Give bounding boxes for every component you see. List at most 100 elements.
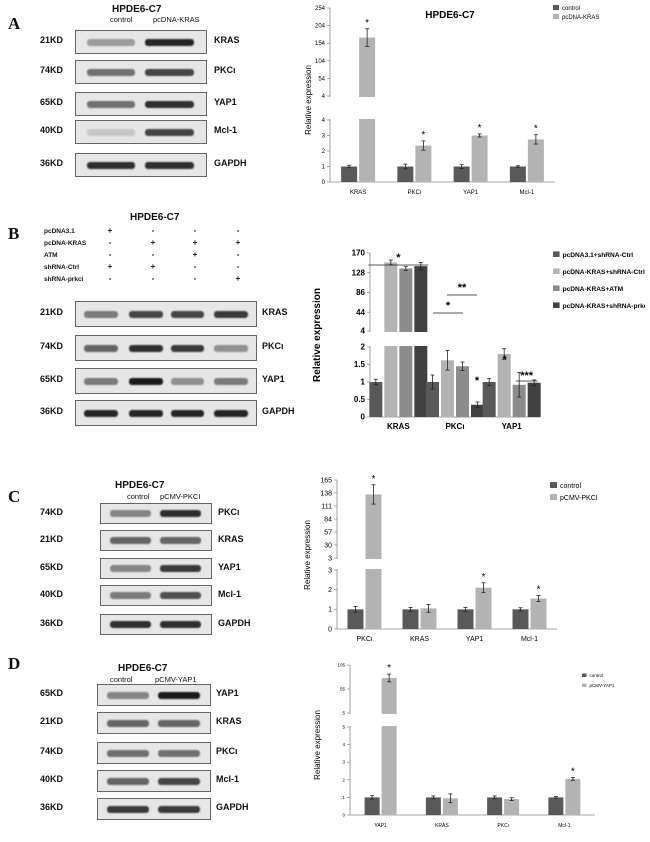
- y-tick-label: 0.5: [354, 395, 366, 404]
- protein-band: [170, 409, 205, 417]
- treatment-sign: -: [236, 262, 240, 271]
- y-tick-label: 128: [352, 268, 366, 277]
- protein-band: [86, 100, 136, 108]
- lane-label: control: [110, 675, 133, 684]
- significance-marker: *: [534, 124, 538, 135]
- blot-strip: [75, 120, 207, 144]
- protein-band: [110, 621, 152, 628]
- x-tick-label: YAP1: [466, 636, 483, 643]
- bar: [457, 609, 474, 629]
- protein-band: [129, 344, 164, 352]
- panel-letter-d: D: [8, 654, 21, 673]
- y-tick-label: 3: [328, 555, 332, 562]
- bar: [420, 608, 437, 629]
- y-tick-label: 1.5: [354, 360, 366, 369]
- molecular-weight-label: 74KD: [40, 65, 64, 75]
- protein-band: [110, 537, 152, 544]
- blot-title: HPDE6-C7: [112, 4, 162, 15]
- axis-break: [326, 97, 557, 119]
- bar: [548, 797, 564, 815]
- treatment-label: pcDNA-KRAS: [44, 240, 87, 247]
- protein-band: [157, 777, 200, 785]
- bar: [425, 797, 441, 815]
- x-tick-label: YAP1: [463, 190, 479, 196]
- blot-title: HPDE6-C7: [115, 480, 165, 491]
- y-tick-label: 5: [342, 711, 345, 716]
- protein-label: GAPDH: [216, 802, 249, 812]
- x-tick-label: KRAS: [435, 823, 449, 829]
- y-tick-label: 4: [322, 118, 326, 124]
- blot-strip: [100, 614, 212, 635]
- axis-break: [366, 332, 542, 346]
- treatment-sign: +: [107, 226, 113, 235]
- blot-strip: [100, 530, 212, 551]
- significance-marker: *: [387, 663, 391, 674]
- protein-label: KRAS: [262, 307, 288, 317]
- molecular-weight-label: 74KD: [40, 341, 64, 351]
- chart-title: HPDE6-C7: [425, 10, 475, 21]
- protein-band: [107, 691, 150, 699]
- protein-band: [159, 621, 201, 628]
- y-tick-label: 2: [328, 587, 332, 594]
- significance-marker: *: [396, 252, 401, 264]
- bar: [475, 587, 492, 629]
- protein-band: [159, 565, 201, 572]
- legend-swatch: [553, 251, 560, 257]
- x-tick-label: KRAS: [350, 190, 366, 196]
- molecular-weight-label: 40KD: [40, 774, 64, 784]
- bar-chart-panel-a: 0 1 2 3 4 4 54 104 154 204 254 Relative expression H…: [304, 5, 599, 196]
- treatment-label: shRNA-prkci: [44, 276, 84, 283]
- legend-swatch: [553, 302, 560, 308]
- bar: [453, 166, 470, 182]
- blot-strip: [75, 301, 257, 327]
- blot-strip: [75, 92, 207, 116]
- bar: [504, 799, 520, 815]
- x-tick-label: PKCι: [357, 636, 373, 643]
- axis-break: [333, 559, 559, 569]
- lane-label: pcDNA-KRAS: [153, 15, 200, 24]
- y-tick-label: 30: [324, 542, 332, 549]
- significance-marker: *: [482, 572, 486, 583]
- protein-band: [145, 100, 194, 108]
- molecular-weight-label: 36KD: [40, 158, 64, 168]
- protein-label: GAPDH: [214, 158, 247, 168]
- y-tick-label: 111: [321, 503, 332, 510]
- molecular-weight-label: 65KD: [40, 97, 64, 107]
- protein-band: [159, 510, 201, 517]
- bar: [426, 382, 439, 417]
- protein-band: [86, 68, 136, 76]
- x-tick-label: PKCι: [408, 190, 422, 196]
- protein-band: [84, 377, 119, 385]
- legend-label: pCMV-YAP1: [590, 683, 615, 688]
- bar: [512, 609, 529, 629]
- protein-label: PKCι: [216, 746, 238, 756]
- protein-band: [110, 565, 152, 572]
- significance-marker: ***: [520, 370, 534, 382]
- y-tick-label: 1: [328, 607, 332, 614]
- y-tick-label: 0: [361, 413, 366, 422]
- protein-band: [170, 310, 205, 318]
- y-tick-label: 55: [340, 687, 346, 692]
- blot-strip: [75, 335, 257, 361]
- x-tick-label: Mcl-1: [521, 636, 538, 643]
- treatment-sign: -: [193, 226, 197, 235]
- y-tick-label: 2: [361, 343, 366, 352]
- protein-label: GAPDH: [218, 617, 251, 628]
- treatment-sign: -: [108, 274, 112, 283]
- treatment-sign: -: [193, 262, 197, 271]
- bar: [397, 166, 414, 182]
- protein-label: YAP1: [216, 688, 239, 698]
- y-tick-label: 154: [315, 41, 326, 47]
- protein-label: Mcl-1: [214, 125, 238, 135]
- legend-label: control: [562, 6, 580, 12]
- treatment-sign: -: [108, 250, 112, 259]
- y-axis-label: Relative expression: [303, 520, 312, 590]
- bar: [487, 797, 503, 815]
- molecular-weight-label: 65KD: [40, 688, 64, 698]
- protein-band: [110, 592, 152, 599]
- y-tick-label: 3: [322, 134, 326, 140]
- legend-label: pcDNA-KRAS+shRNA-Ctrl: [563, 269, 645, 276]
- legend-label: pcDNA-KRAS+ATM: [563, 286, 624, 293]
- protein-label: Mcl-1: [216, 774, 240, 784]
